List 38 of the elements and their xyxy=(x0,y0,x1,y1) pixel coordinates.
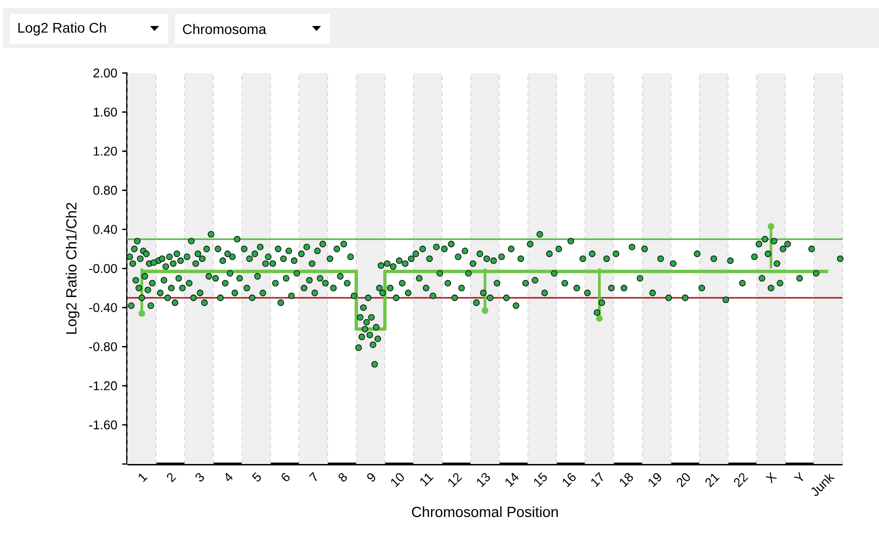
x-tick-label: 3 xyxy=(195,473,204,482)
y-tick-label: -0.00 xyxy=(89,264,117,273)
x-tick-label: 9 xyxy=(367,473,376,482)
y-tick-label: 2.00 xyxy=(93,68,117,78)
x-tick-label: Y xyxy=(794,472,804,482)
y-axis-title: Log2 Ratio Ch1/Ch2 xyxy=(66,202,80,334)
x-tick-label: 21 xyxy=(705,474,720,488)
x-tick-label: 19 xyxy=(648,473,662,488)
x-tick-label: 15 xyxy=(534,472,547,488)
x-tick-label: 4 xyxy=(226,472,233,482)
x-tick-label: 10 xyxy=(391,473,404,488)
x-tick-label: 22 xyxy=(734,473,748,488)
x-tick-label: 14 xyxy=(505,472,519,488)
x-tick-label: 13 xyxy=(476,473,490,488)
y-tick-label: 0.40 xyxy=(93,224,117,234)
x-tick-label: 17 xyxy=(591,472,604,488)
x-tick-label: 20 xyxy=(676,473,690,488)
y-tick-label: -1.60 xyxy=(89,420,117,430)
text: Chromosoma xyxy=(182,24,266,34)
x-tick-label: 11 xyxy=(420,474,434,486)
x-tick-label: 5 xyxy=(252,472,261,482)
x-tick-label: X xyxy=(765,472,777,484)
text: Log2 Ratio Ch xyxy=(18,22,106,36)
x-tick-label: 1 xyxy=(138,474,148,482)
y-tick-label: -1.20 xyxy=(89,381,117,390)
x-axis-title: Chromosomal Position xyxy=(412,506,558,518)
y-tick-label: 1.20 xyxy=(94,146,117,156)
y-tick-label: 0.80 xyxy=(93,186,117,195)
x-tick-label: 18 xyxy=(620,473,633,488)
y-tick-label: -0.80 xyxy=(89,342,117,352)
x-tick-label: 7 xyxy=(308,472,318,482)
x-tick-label: 8 xyxy=(338,473,347,482)
y-tick-label: 1.60 xyxy=(94,108,117,117)
x-tick-label: 6 xyxy=(282,473,290,482)
x-tick-label: 2 xyxy=(166,473,176,482)
x-tick-label: 16 xyxy=(562,473,576,488)
x-tick-label: 12 xyxy=(448,473,462,488)
y-tick-label: -0.40 xyxy=(89,303,117,312)
